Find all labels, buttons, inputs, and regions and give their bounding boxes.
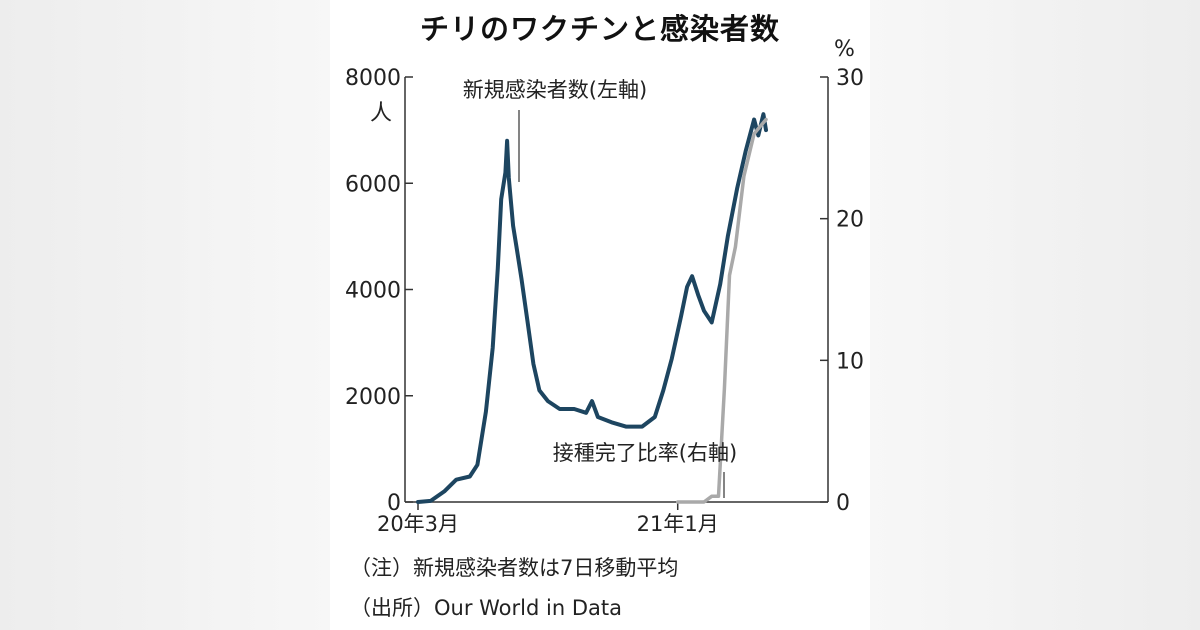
vaccination-series-line [675,117,768,504]
right-y-tick-label: 30 [836,66,864,91]
chart-note: （注）新規感染者数は7日移動平均 [350,556,679,580]
left-y-tick-label: 6000 [345,172,401,197]
x-tick-label: 21年1月 [637,512,719,536]
left-y-tick-label: 8000 [345,66,401,91]
right-y-unit-label: % [834,37,855,62]
right-margin-panel [870,0,1200,630]
x-tick-label: 20年3月 [377,512,459,536]
axes-group [404,76,829,510]
chart-source: （出所）Our World in Data [350,596,622,620]
left-margin-panel [0,0,330,630]
right-y-tick-label: 10 [836,349,864,374]
labels-group: 0 2000 4000 6000 8000 人 0 10 20 30% 20年3月 21年1月 新規感染… [345,37,864,536]
cases-series-line [416,112,768,504]
cases-series-label: 新規感染者数(左軸) [463,78,647,102]
chart-title: チリのワクチンと感染者数 [419,12,780,46]
chart-card: チリのワクチンと感染者数 0 2000 4000 6000 8000 人 0 10 20 30% 2… [330,0,870,630]
right-y-tick-label: 20 [836,208,864,233]
series-group [416,112,768,504]
left-y-tick-label: 0 [387,491,401,516]
vaccination-series-label: 接種完了比率(右軸) [553,441,737,465]
left-y-tick-label: 4000 [345,279,401,304]
left-y-unit-label: 人 [370,101,392,126]
right-y-tick-label: 0 [836,491,850,516]
line-chart: 0 2000 4000 6000 8000 人 0 10 20 30% 20年3月 21年1月 新規感染… [345,37,864,536]
left-y-tick-label: 2000 [345,385,401,410]
